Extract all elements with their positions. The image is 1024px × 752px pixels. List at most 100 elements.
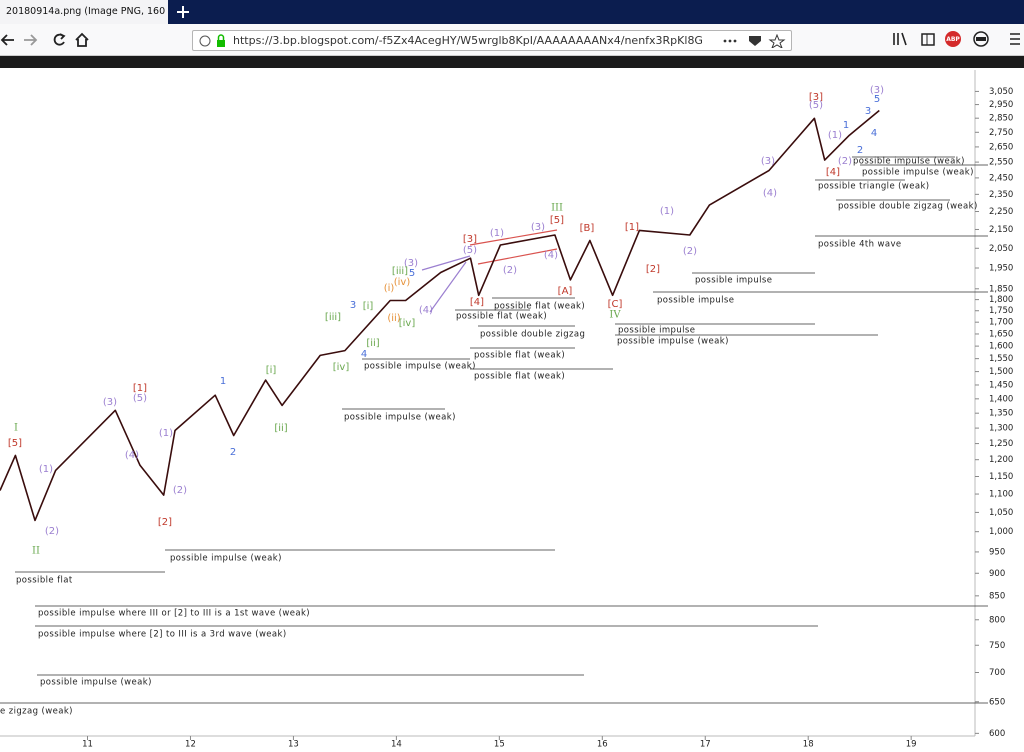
wave-label: [1]	[625, 222, 639, 233]
wave-label: I	[14, 423, 18, 434]
level-note: possible impulse (weak)	[364, 362, 476, 372]
y-tick-label: 750	[989, 641, 1005, 651]
trend-line	[477, 248, 558, 265]
address-bar[interactable]: https://3.bp.blogspot.com/-f5Zx4AcegHY/W…	[192, 30, 792, 51]
y-tick-label: 700	[989, 668, 1005, 678]
y-tick-label: 1,350	[989, 409, 1013, 419]
wave-label: [5]	[550, 215, 564, 226]
wave-label: 5	[409, 268, 415, 279]
y-tick-label: 1,150	[989, 472, 1013, 482]
y-tick-label: 900	[989, 569, 1005, 579]
new-tab-button[interactable]	[176, 5, 190, 19]
y-tick-label: 1,050	[989, 508, 1013, 518]
wave-label: IV	[609, 310, 621, 321]
level-note: e zigzag (weak)	[0, 707, 73, 717]
y-tick-label: 1,400	[989, 394, 1013, 404]
y-tick-label: 2,950	[989, 100, 1013, 110]
y-tick-label: 1,600	[989, 342, 1013, 352]
y-tick-label: 2,650	[989, 142, 1013, 152]
level-note: possible flat (weak)	[474, 351, 565, 361]
wave-label: II	[32, 546, 40, 557]
level-note: possible impulse where [2] to III is a 3…	[38, 630, 287, 640]
y-tick-label: 2,450	[989, 173, 1013, 183]
chart-background	[0, 68, 1024, 752]
wave-label: (3)	[531, 222, 545, 233]
trend-line	[429, 261, 467, 313]
y-tick-label: 1,750	[989, 306, 1013, 316]
y-tick-label: 1,200	[989, 455, 1013, 465]
wave-label: [A]	[558, 286, 573, 297]
wave-label: (ii)	[387, 313, 400, 324]
wave-label: [iv]	[333, 362, 350, 373]
wave-label: [iii]	[325, 312, 341, 323]
y-tick-label: 600	[989, 729, 1005, 739]
wave-label: [iii]	[392, 266, 408, 277]
y-tick-label: 1,800	[989, 295, 1013, 305]
tab[interactable]: 20180914a.png (Image PNG, 160	[0, 0, 168, 24]
y-tick-label: 2,850	[989, 114, 1013, 124]
wave-label: (2)	[173, 485, 187, 496]
tab-bar: 20180914a.png (Image PNG, 160	[0, 0, 1024, 24]
y-tick-label: 1,700	[989, 318, 1013, 328]
wave-label: (2)	[838, 156, 852, 167]
level-note: possible impulse (weak)	[344, 413, 456, 423]
wave-label: (3)	[870, 85, 884, 96]
x-tick-label: 19	[906, 740, 917, 750]
y-tick-label: 1,500	[989, 367, 1013, 377]
wave-label: 2	[230, 447, 236, 458]
wave-label: III	[551, 203, 563, 214]
level-note: possible impulse	[657, 296, 734, 306]
y-tick-label: 850	[989, 591, 1005, 601]
adblock-icon-label: ABP	[946, 36, 960, 43]
wave-label: (5)	[809, 100, 823, 111]
wave-label: 1	[843, 120, 849, 131]
wave-label: [5]	[8, 438, 22, 449]
level-note: possible double zigzag	[480, 330, 585, 340]
y-tick-label: 2,250	[989, 207, 1013, 217]
wave-label: (1)	[660, 206, 674, 217]
url: https://3.bp.blogspot.com/-f5Zx4AcegHY/W…	[233, 34, 703, 47]
y-tick-label: 1,850	[989, 284, 1013, 294]
toolbar-icons[interactable]: ABP	[890, 29, 1024, 51]
trend-line	[469, 229, 558, 246]
wave-label: (4)	[544, 250, 558, 261]
toolbar-separator	[0, 56, 1024, 68]
wave-label: 1	[220, 376, 226, 387]
wave-label: (2)	[503, 265, 517, 276]
wave-label: [2]	[158, 517, 172, 528]
x-tick-label: 12	[185, 740, 196, 750]
x-tick-label: 17	[700, 740, 711, 750]
wave-label: (4)	[125, 450, 139, 461]
level-note: possible double zigzag (weak)	[838, 202, 978, 212]
y-tick-label: 2,050	[989, 244, 1013, 254]
level-note: possible impulse where III or [2] to III…	[38, 609, 310, 619]
page-actions[interactable]	[721, 34, 787, 48]
toolbar: https://3.bp.blogspot.com/-f5Zx4AcegHY/W…	[0, 24, 1024, 56]
wave-label: [1]	[133, 383, 147, 394]
y-tick-label: 1,950	[989, 264, 1013, 274]
wave-label: (4)	[419, 305, 433, 316]
wave-label: [2]	[646, 264, 660, 275]
wave-label: 4	[361, 349, 367, 360]
y-tick-label: 1,100	[989, 490, 1013, 500]
nav-buttons[interactable]	[0, 30, 180, 50]
wave-label: (2)	[45, 526, 59, 537]
y-tick-label: 1,000	[989, 527, 1013, 537]
wave-label: (i)	[384, 283, 395, 294]
y-tick-label: 800	[989, 615, 1005, 625]
wave-label: 4	[871, 128, 877, 139]
wave-label: (4)	[763, 188, 777, 199]
wave-label: 5	[874, 94, 880, 105]
y-tick-label: 1,550	[989, 354, 1013, 364]
level-note: possible impulse (weak)	[40, 678, 152, 688]
wave-label: (3)	[761, 156, 775, 167]
wave-label: 2	[857, 145, 863, 156]
y-tick-label: 650	[989, 697, 1005, 707]
level-note: possible impulse	[618, 326, 695, 336]
y-tick-label: 2,350	[989, 190, 1013, 200]
level-note: possible impulse (weak)	[862, 168, 974, 178]
y-tick-label: 1,300	[989, 424, 1013, 434]
wave-label: (3)	[103, 397, 117, 408]
